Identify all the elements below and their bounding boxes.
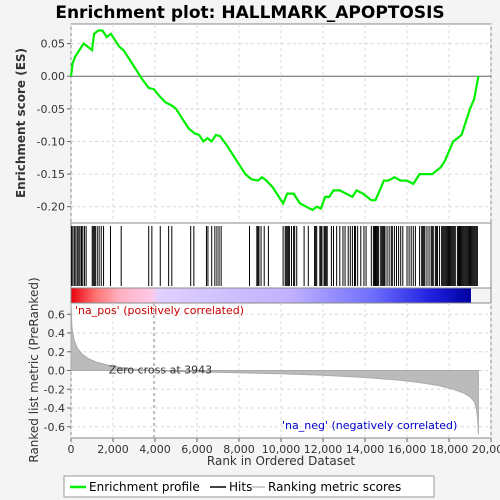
metric-tick-label: 0.4	[48, 327, 66, 340]
es-tick-label: -0.20	[37, 201, 65, 214]
metric-y-axis-title: Ranked list metric (PreRanked)	[27, 277, 41, 462]
es-panel	[70, 23, 492, 224]
metric-tick-label: 0.6	[48, 308, 66, 321]
chart-title: Enrichment plot: HALLMARK_APOPTOSIS	[55, 3, 444, 23]
x-tick-label: 18,000	[430, 443, 469, 456]
hits-panel	[70, 222, 492, 289]
x-tick-label: 12,000	[304, 443, 343, 456]
x-tick-label: 20,000	[472, 443, 500, 456]
es-line	[69, 29, 480, 212]
legend-box	[63, 475, 435, 498]
es-y-axis-title: Enrichment score (ES)	[14, 48, 28, 198]
es-tick-label: 0.05	[41, 38, 66, 51]
metric-y-ticks: 0.6 0.4 0.2 0.0 -0.2 -0.4 -0.6	[44, 308, 71, 434]
es-tick-label: -0.05	[37, 103, 65, 116]
x-tick-label: 8,000	[223, 443, 255, 456]
metric-tick-label: -0.4	[44, 402, 65, 415]
legend-metric-label: Ranking metric scores	[268, 480, 401, 494]
metric-tick-label: -0.6	[44, 421, 65, 434]
es-y-ticks: 0.05 0.00 -0.05 -0.10 -0.15 -0.20	[37, 38, 71, 214]
x-tick-label: 2,000	[97, 443, 129, 456]
x-ticks: 0 2,000 4,000 6,000 8,000 10,000 12,000 14,000 1…	[68, 438, 500, 456]
neg-correlation-label: 'na_neg' (negatively correlated)	[282, 419, 457, 432]
es-tick-label: -0.15	[37, 168, 65, 181]
es-tick-label: 0.00	[41, 70, 66, 83]
legend-es-label: Enrichment profile	[89, 480, 200, 494]
legend-hits-label: Hits	[229, 480, 252, 494]
x-tick-label: 16,000	[388, 443, 427, 456]
metric-tick-label: 0.2	[48, 346, 66, 359]
metric-area	[70, 302, 479, 435]
x-axis-title: Rank in Ordered Dataset	[207, 454, 355, 468]
x-tick-label: 10,000	[262, 443, 301, 456]
x-tick-label: 4,000	[139, 443, 171, 456]
metric-tick-label: -0.2	[44, 383, 65, 396]
es-tick-label: -0.10	[37, 135, 65, 148]
x-tick-label: 14,000	[346, 443, 385, 456]
x-tick-label: 0	[68, 443, 75, 456]
metric-tick-label: 0.0	[48, 365, 66, 378]
rank-color-bar	[71, 288, 471, 303]
hit-marks	[71, 226, 478, 286]
x-tick-label: 6,000	[181, 443, 213, 456]
pos-correlation-label: 'na_pos' (positively correlated)	[75, 304, 244, 317]
legend: Enrichment profile Hits Ranking metric s…	[63, 475, 435, 498]
zero-cross-label: Zero cross at 3943	[109, 364, 212, 377]
